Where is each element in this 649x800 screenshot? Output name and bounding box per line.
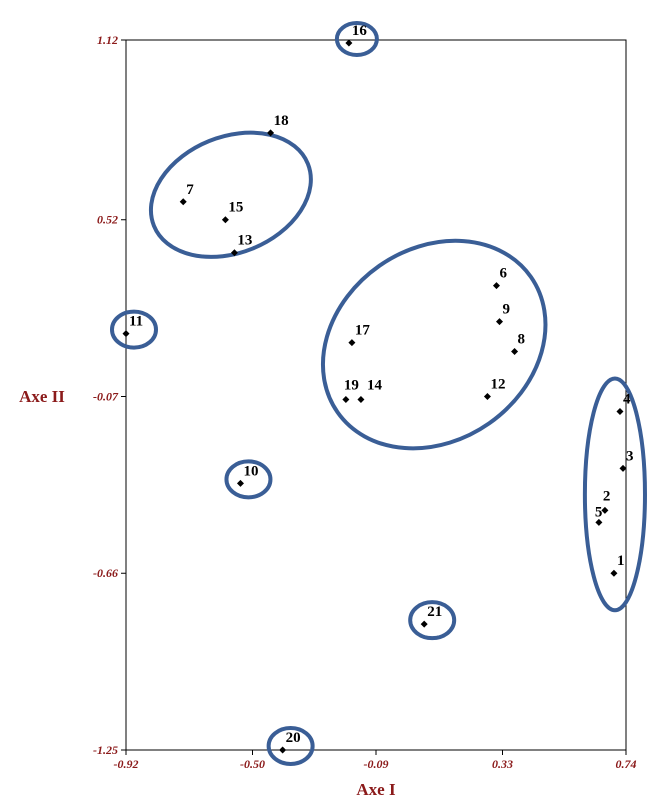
axis-ticks: -0.92 -0.50 -0.09 0.33 0.74 1.12 0.52 -0.07 -0.6… (93, 33, 637, 771)
point-marker (230, 249, 238, 257)
y-axis-title: Axe II (19, 387, 65, 406)
point-label: 12 (490, 376, 505, 392)
point-label: 19 (344, 377, 359, 393)
point-label: 9 (502, 302, 510, 318)
point-label: 7 (186, 182, 194, 198)
point-label: 11 (129, 314, 143, 330)
point-marker (122, 330, 130, 338)
point-marker (221, 216, 229, 224)
group-ellipses (110, 20, 647, 766)
point-marker (420, 620, 428, 628)
point-label: 14 (367, 377, 383, 393)
cluster-ellipse (266, 726, 315, 766)
point-marker (483, 392, 491, 400)
point-label: 6 (499, 266, 507, 282)
x-tick-label: -0.92 (114, 757, 139, 771)
cluster-ellipse (408, 600, 457, 641)
cluster-ellipse (320, 238, 548, 451)
point-label: 1 (617, 553, 625, 569)
x-tick-label: 0.33 (492, 757, 513, 771)
point-label: 2 (603, 488, 611, 504)
point-marker (492, 282, 500, 290)
y-tick-label: -0.07 (93, 389, 119, 403)
point-marker (236, 479, 244, 487)
point-label: 18 (274, 113, 289, 129)
point-marker (495, 318, 503, 326)
point-label: 17 (355, 323, 371, 339)
cluster-ellipse (224, 459, 273, 500)
point-marker (619, 464, 627, 472)
point-marker (348, 339, 356, 347)
cluster-ellipse (148, 130, 313, 259)
point-marker (342, 395, 350, 403)
point-marker (601, 506, 609, 514)
point-marker (357, 395, 365, 403)
point-marker (616, 407, 624, 415)
point-marker (345, 39, 353, 47)
y-tick-label: 0.52 (97, 213, 118, 227)
cluster-ellipse (582, 376, 647, 613)
point-label: 3 (626, 448, 634, 464)
y-tick-label: -1.25 (93, 743, 118, 757)
point-label: 10 (243, 463, 258, 479)
point-label: 20 (286, 730, 301, 746)
point-label: 4 (623, 391, 631, 407)
y-tick-label: -0.66 (93, 566, 118, 580)
cluster-ellipse (110, 309, 158, 350)
point-label: 21 (427, 604, 442, 620)
x-tick-label: -0.09 (364, 757, 389, 771)
point-label: 5 (595, 504, 603, 520)
point-label: 16 (352, 23, 368, 39)
point-marker (595, 518, 603, 526)
point-marker (279, 746, 287, 754)
cluster-ellipse (334, 20, 379, 57)
point-marker (267, 129, 275, 137)
point-marker (610, 569, 618, 577)
y-tick-label: 1.12 (97, 33, 118, 47)
point-marker (511, 348, 519, 356)
x-tick-label: 0.74 (616, 757, 637, 771)
x-axis-title: Axe I (356, 780, 396, 799)
point-label: 15 (228, 200, 243, 216)
point-label: 13 (237, 233, 252, 249)
point-label: 8 (518, 332, 526, 348)
point-marker (179, 198, 187, 206)
x-tick-label: -0.50 (240, 757, 265, 771)
